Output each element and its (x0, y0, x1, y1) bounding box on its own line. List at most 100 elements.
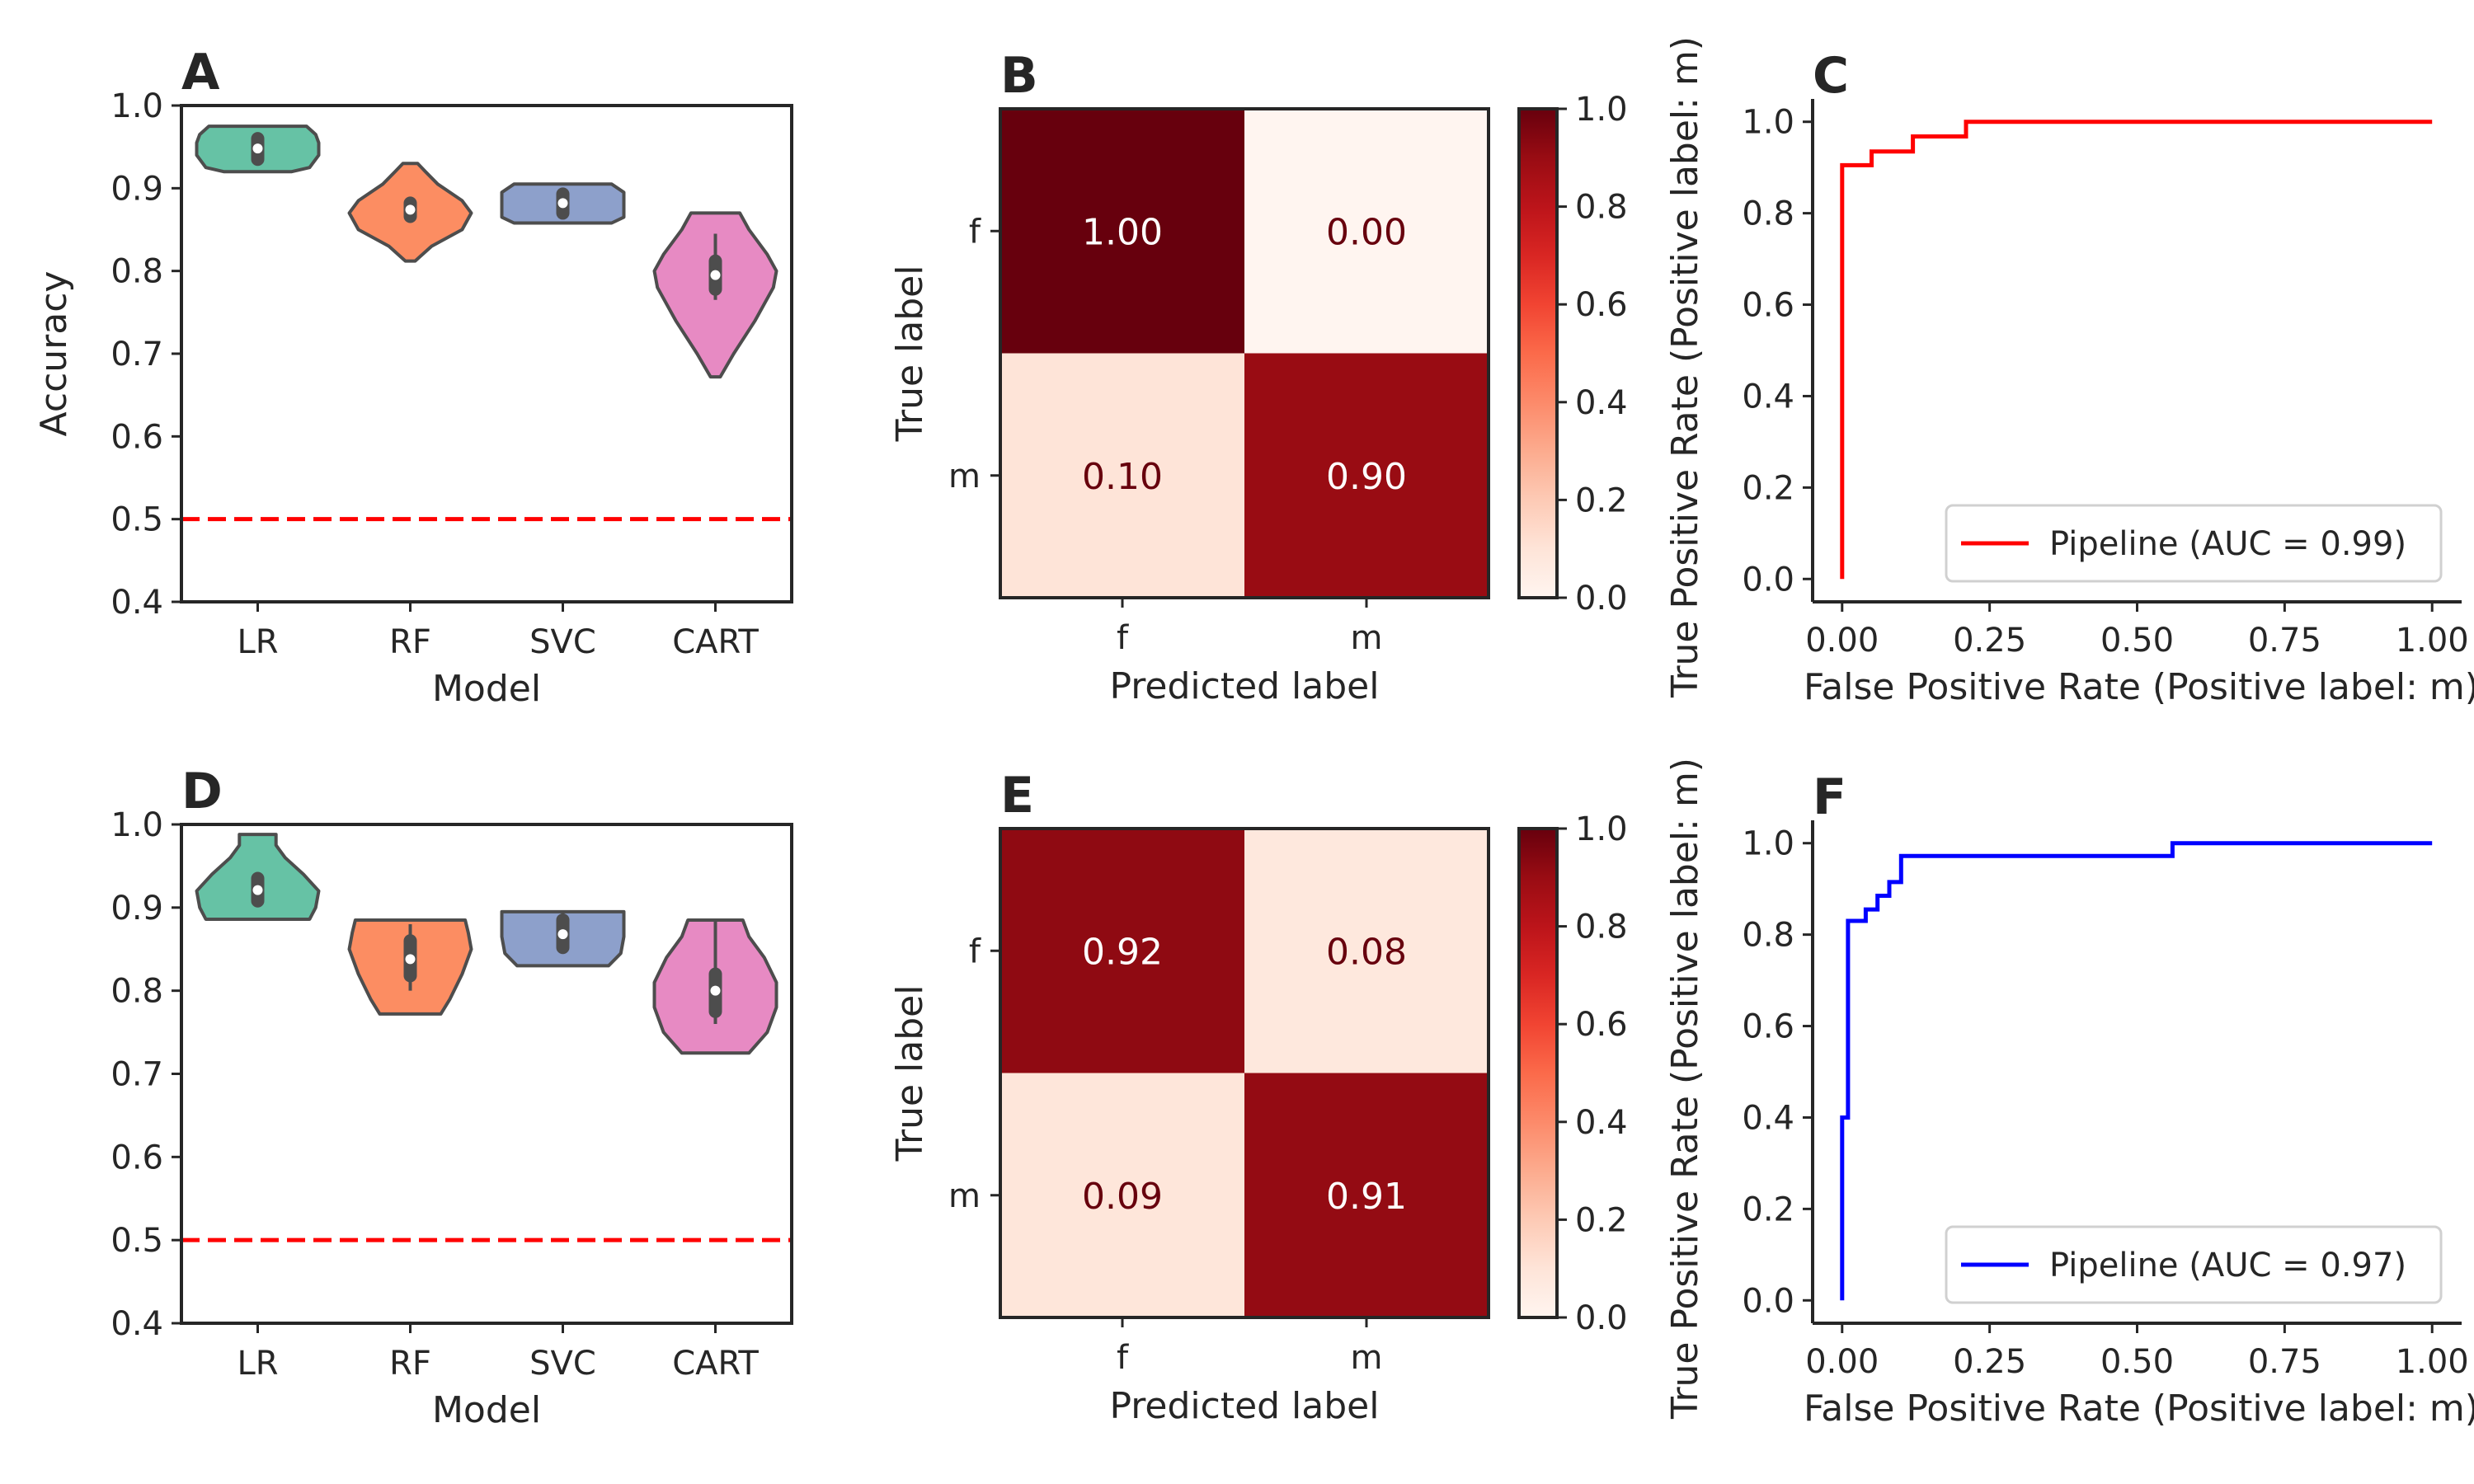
x-tick-label: 1.00 (2396, 622, 2469, 660)
y-axis-label: True label (889, 265, 931, 443)
panel-E: 0.92 0.08 0.09 0.91 f m f m Predicted label True … (889, 767, 1628, 1427)
x-axis-label: False Positive Rate (Positive label: m) (1804, 666, 2474, 708)
x-axis-label: Model (432, 1389, 541, 1431)
y-tick-label: 0.9 (111, 170, 163, 208)
y-tick-label: 0.2 (1742, 469, 1794, 507)
violin-median (252, 143, 263, 154)
cell-value-label: 1.00 (1082, 211, 1163, 253)
panel-C: 0.0 0.2 0.4 0.6 0.8 1.0 0.00 0.25 0.50 0.75 1.00 Fa… (1664, 36, 2474, 708)
y-tick-label: m (948, 458, 981, 495)
cell-value-label: 0.00 (1326, 211, 1407, 253)
colorbar-tick-label: 0.6 (1575, 286, 1628, 324)
matrix-cell (1244, 109, 1489, 354)
matrix-cell (1000, 353, 1244, 598)
legend-box (1945, 1225, 2443, 1304)
y-axis-label: True label (889, 985, 931, 1162)
x-axis-label: Predicted label (1110, 1385, 1380, 1427)
y-axis-label: True Positive Rate (Positive label: m) (1664, 36, 1706, 698)
y-tick-label: 0.2 (1742, 1190, 1794, 1228)
x-tick-label: f (1117, 1339, 1129, 1377)
cell-value-label: 0.09 (1082, 1176, 1163, 1218)
violin-median (710, 270, 721, 280)
y-tick-label: 0.4 (1742, 378, 1794, 416)
y-tick-label: 0.6 (111, 1139, 163, 1176)
axes-frame (999, 827, 1490, 1319)
panel-D: 0.4 0.5 0.6 0.7 0.8 0.9 1.0 LR RF SVC CART Model D (111, 763, 793, 1431)
colorbar-tick-label: 0.6 (1575, 1006, 1628, 1044)
matrix-cell (1244, 353, 1489, 598)
panel-letter: A (181, 44, 220, 101)
y-tick-label: 0.4 (111, 584, 163, 622)
x-tick-label: 0.25 (1953, 622, 2026, 660)
cell-value-label: 0.10 (1082, 456, 1163, 498)
panel-F: 0.0 0.2 0.4 0.6 0.8 1.0 0.00 0.25 0.50 0.75 1.00 Fa… (1664, 758, 2474, 1430)
cell-value-label: 0.90 (1326, 456, 1407, 498)
y-tick-label: 0.8 (111, 973, 163, 1011)
violin-median (252, 885, 263, 895)
panel-A: 0.4 0.5 0.6 0.7 0.8 0.9 1.0 LR RF SVC CART Model Acc… (33, 44, 793, 710)
panel-letter: D (181, 763, 223, 820)
legend-label: Pipeline (AUC = 0.99) (2049, 525, 2406, 563)
x-tick-label: LR (237, 623, 278, 661)
violin-median (557, 198, 568, 209)
x-tick-label: LR (237, 1345, 278, 1383)
y-tick-label: 0.8 (1742, 917, 1794, 955)
y-tick-label: 0.6 (111, 418, 163, 456)
cell-value-label: 0.92 (1082, 931, 1163, 973)
x-tick-label: RF (389, 1345, 431, 1383)
x-tick-label: SVC (529, 623, 596, 661)
colorbar-tick-label: 1.0 (1575, 810, 1628, 848)
y-tick-label: f (969, 213, 981, 251)
x-tick-label: m (1351, 619, 1383, 657)
colorbar-tick-label: 0.8 (1575, 909, 1628, 946)
y-tick-label: 0.8 (111, 253, 163, 291)
y-tick-label: 1.0 (111, 87, 163, 125)
matrix-cell (1000, 1073, 1244, 1317)
y-tick-label: 0.4 (111, 1305, 163, 1343)
y-tick-label: m (948, 1177, 981, 1215)
x-tick-label: 1.00 (2396, 1343, 2469, 1381)
matrix-cell (1244, 829, 1489, 1073)
y-tick-label: 1.0 (1742, 104, 1794, 142)
x-tick-label: RF (389, 623, 431, 661)
x-axis-label: Predicted label (1110, 665, 1380, 707)
cell-value-label: 0.91 (1326, 1176, 1407, 1218)
y-tick-label: 0.6 (1742, 287, 1794, 325)
colorbar (1517, 827, 1559, 1319)
panel-B: 1.00 0.00 0.10 0.90 f m f m Predicted label True … (889, 47, 1628, 707)
colorbar-tick-label: 0.0 (1575, 580, 1628, 618)
y-tick-label: 0.8 (1742, 195, 1794, 233)
roc-curve (1840, 120, 2433, 580)
y-tick-label: 1.0 (1742, 825, 1794, 863)
panel-letter: C (1813, 47, 1849, 105)
colorbar-tick-label: 0.4 (1575, 384, 1628, 422)
y-axis-label: Accuracy (33, 271, 75, 437)
x-tick-label: 0.50 (2100, 622, 2174, 660)
x-tick-label: 0.25 (1953, 1343, 2026, 1381)
y-tick-label: 1.0 (111, 806, 163, 844)
y-tick-label: f (969, 932, 981, 970)
y-tick-label: 0.5 (111, 1222, 163, 1260)
y-tick-label: 0.4 (1742, 1099, 1794, 1137)
panel-letter: F (1813, 768, 1846, 826)
x-axis-label: False Positive Rate (Positive label: m) (1804, 1388, 2474, 1430)
y-tick-label: 0.5 (111, 501, 163, 539)
x-tick-label: 0.75 (2248, 622, 2321, 660)
x-tick-label: CART (672, 623, 759, 661)
colorbar (1517, 107, 1559, 599)
colorbar-tick-label: 0.0 (1575, 1299, 1628, 1337)
legend-label: Pipeline (AUC = 0.97) (2049, 1247, 2406, 1284)
colorbar-tick-label: 0.4 (1575, 1104, 1628, 1142)
roc-curve (1840, 841, 2433, 1301)
y-tick-label: 0.0 (1742, 1282, 1794, 1320)
colorbar-tick-label: 0.8 (1575, 189, 1628, 227)
y-tick-label: 0.7 (111, 336, 163, 373)
x-tick-label: f (1117, 619, 1129, 657)
panel-letter: E (1000, 767, 1034, 824)
colorbar-tick-label: 0.2 (1575, 481, 1628, 519)
matrix-cell (1244, 1073, 1489, 1317)
matrix-cell (1000, 109, 1244, 354)
y-axis-label: True Positive Rate (Positive label: m) (1664, 758, 1706, 1420)
x-tick-label: m (1351, 1339, 1383, 1377)
